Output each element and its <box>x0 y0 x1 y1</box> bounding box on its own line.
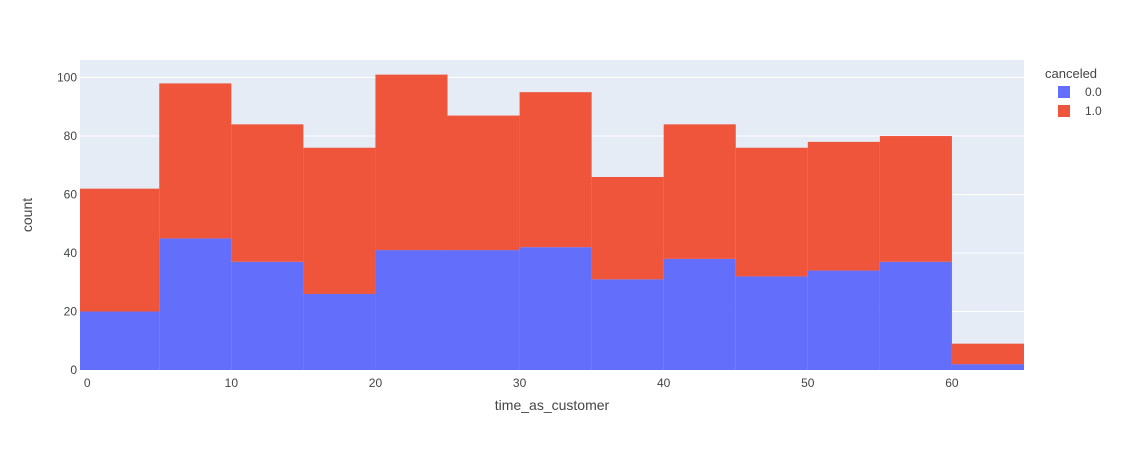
bar-series-1-bin-10 <box>808 142 880 271</box>
bar-series-0-bin-1 <box>159 238 231 370</box>
bar-series-0-bin-6 <box>520 247 592 370</box>
y-tick-label: 40 <box>64 246 78 260</box>
y-tick-label: 20 <box>64 305 78 319</box>
bar-series-1-bin-5 <box>448 116 520 251</box>
bar-series-0-bin-11 <box>880 262 952 370</box>
bar-series-1-bin-11 <box>880 136 952 262</box>
bar-series-1-bin-0 <box>80 189 159 312</box>
y-tick-label: 80 <box>64 129 78 143</box>
bar-series-1-bin-3 <box>303 148 375 294</box>
x-tick-label: 0 <box>84 376 91 390</box>
bar-series-0-bin-10 <box>808 271 880 370</box>
legend-label-1[interactable]: 1.0 <box>1085 104 1102 118</box>
bar-series-1-bin-4 <box>375 75 447 250</box>
bar-series-1-bin-8 <box>664 124 736 259</box>
bar-series-0-bin-9 <box>736 276 808 370</box>
legend-label-0[interactable]: 0.0 <box>1085 85 1102 99</box>
bar-series-1-bin-1 <box>159 83 231 238</box>
legend-swatch-0[interactable] <box>1058 86 1070 98</box>
x-tick-label: 60 <box>945 376 959 390</box>
bar-series-1-bin-2 <box>231 124 303 261</box>
x-tick-label: 30 <box>513 376 527 390</box>
x-axis-title: time_as_customer <box>495 397 610 413</box>
legend: canceled 0.0 1.0 <box>1045 66 1102 118</box>
x-tick-labels: 0 10 20 30 40 50 60 <box>84 376 959 390</box>
x-tick-label: 50 <box>801 376 815 390</box>
bar-series-0-bin-2 <box>231 262 303 370</box>
y-axis-title: count <box>19 198 35 232</box>
bar-series-0-bin-0 <box>80 312 159 370</box>
bar-series-0-bin-12 <box>952 364 1024 370</box>
bar-series-0-bin-8 <box>664 259 736 370</box>
x-tick-label: 10 <box>225 376 239 390</box>
x-tick-label: 20 <box>369 376 383 390</box>
bar-series-1-bin-7 <box>592 177 664 279</box>
bar-series-0-bin-7 <box>592 279 664 370</box>
y-tick-label: 60 <box>64 188 78 202</box>
bar-series-1-bin-9 <box>736 148 808 277</box>
x-tick-label: 40 <box>657 376 671 390</box>
bar-series-0-bin-5 <box>448 250 520 370</box>
y-tick-labels: 0 20 40 60 80 100 <box>57 71 77 377</box>
bar-series-1-bin-6 <box>520 92 592 247</box>
legend-title: canceled <box>1045 66 1097 81</box>
y-tick-label: 100 <box>57 71 77 85</box>
legend-swatch-1[interactable] <box>1058 105 1070 117</box>
bar-series-0-bin-4 <box>375 250 447 370</box>
bar-series-1-bin-12 <box>952 344 1024 364</box>
y-tick-label: 0 <box>70 363 77 377</box>
bar-series-0-bin-3 <box>303 294 375 370</box>
